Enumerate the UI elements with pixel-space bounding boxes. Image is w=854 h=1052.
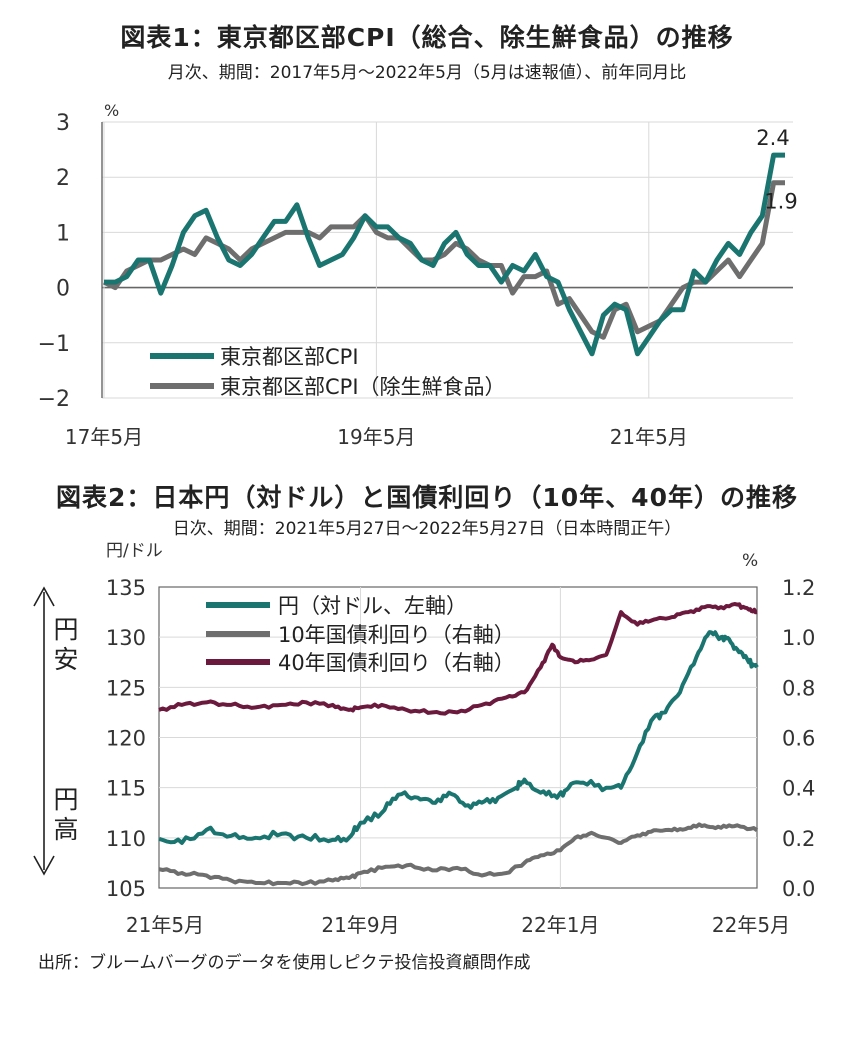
chart2-y-right-unit: % (742, 551, 758, 571)
chart1-legend-label-1: 東京都区部CPI（除生鮮食品） (220, 375, 506, 399)
chart2-title: 図表2：日本円（対ドル）と国債利回り（10年、40年）の推移 (56, 483, 798, 512)
chart2-x-tick-label: 21年5月 (126, 913, 204, 937)
chart2-legend-label-2: 40年国債利回り（右軸） (278, 651, 515, 675)
chart2-y-right-tick-label: 0.4 (782, 777, 815, 801)
chart2-y-right-tick-label: 1.0 (782, 626, 815, 650)
chart2-series-line-2 (158, 602, 758, 716)
chart1-y-tick-label: 3 (56, 111, 70, 136)
chart2-y-left-tick-label: 130 (106, 626, 146, 650)
chart1-y-tick-label: −2 (38, 387, 70, 412)
chart2-x-tick-label: 22年1月 (521, 913, 599, 937)
chart2-series-line-1 (158, 822, 759, 887)
chart1-data-label: 1.9 (764, 190, 797, 214)
chart2-y-right-tick-label: 0.2 (782, 827, 815, 851)
chart2-y-right-tick-label: 0.0 (782, 877, 815, 901)
chart2-side-label-top: 安 (53, 645, 78, 674)
chart2-legend-label-1: 10年国債利回り（右軸） (278, 623, 515, 647)
chart2-side-label-bottom: 円 (53, 785, 78, 814)
chart2-arrow-up-head (33, 586, 55, 607)
chart2-y-right-tick-label: 1.2 (782, 576, 815, 600)
chart2-y-left-tick-label: 115 (106, 777, 146, 801)
chart1-y-tick-label: 2 (56, 166, 70, 191)
chart1-title: 図表1：東京都区部CPI（総合、除生鮮食品）の推移 (120, 23, 734, 52)
chart2-y-left-tick-label: 125 (106, 676, 146, 700)
chart1-subtitle: 月次、期間：2017年5月～2022年5月（5月は速報値）、前年同月比 (167, 63, 687, 83)
chart1-legend-label-0: 東京都区部CPI (220, 345, 359, 369)
chart1-y-tick-label: 1 (56, 221, 70, 246)
chart2-subtitle: 日次、期間：2021年5月27日～2022年5月27日（日本時間正午） (172, 519, 682, 539)
chart1-x-tick-label: 21年5月 (610, 425, 688, 449)
chart2-x-tick-label: 21年9月 (321, 913, 399, 937)
chart1: 3 2 1 0 −1 −2% 17年5月 19年5月 21年5月 2.4 1.9 東京都区部CPI 東京… (38, 101, 798, 449)
chart2: 135 130 125 120 115 110 105 1.2 1.0 0.8 0.6 0.4 0.2 0… (33, 541, 815, 937)
chart2-y-left-tick-label: 105 (106, 877, 146, 901)
chart1-y-tick-label: −1 (38, 332, 70, 357)
chart2-y-right-tick-label: 0.6 (782, 727, 815, 751)
chart2-x-tick-label: 22年5月 (712, 913, 790, 937)
chart2-arrow-down-head (33, 855, 55, 876)
chart1-series-line-0 (104, 152, 785, 357)
chart1-data-label: 2.4 (756, 126, 789, 150)
chart2-y-left-tick-label: 120 (106, 727, 146, 751)
chart2-y-left-tick-label: 110 (106, 827, 146, 851)
chart2-side-label-bottom: 高 (53, 815, 78, 844)
chart2-y-left-tick-label: 135 (106, 576, 146, 600)
chart1-x-tick-label: 19年5月 (337, 425, 415, 449)
chart1-series-line-1 (102, 180, 785, 340)
chart1-y-tick-label: 0 (56, 277, 70, 302)
chart2-y-left-unit: 円/ドル (106, 541, 163, 561)
chart2-series-line-0 (158, 630, 759, 845)
source-note: 出所：ブルームバーグのデータを使用しピクテ投信投資顧問作成 (38, 953, 531, 973)
chart1-y-unit: % (104, 101, 119, 120)
chart2-side-label-top: 円 (53, 615, 78, 644)
chart2-legend-label-0: 円（対ドル、左軸） (278, 594, 467, 618)
chart1-x-tick-label: 17年5月 (65, 425, 143, 449)
chart2-y-right-tick-label: 0.8 (782, 676, 815, 700)
